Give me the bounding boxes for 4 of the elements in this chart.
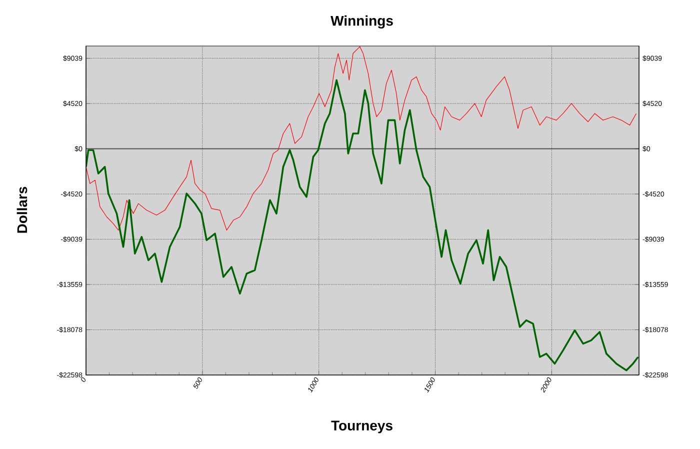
chart-title: Winnings	[330, 15, 393, 29]
x-axis-title: Tourneys	[331, 420, 392, 434]
y-axis-title: Dollars	[16, 186, 28, 233]
line-series	[86, 46, 637, 230]
